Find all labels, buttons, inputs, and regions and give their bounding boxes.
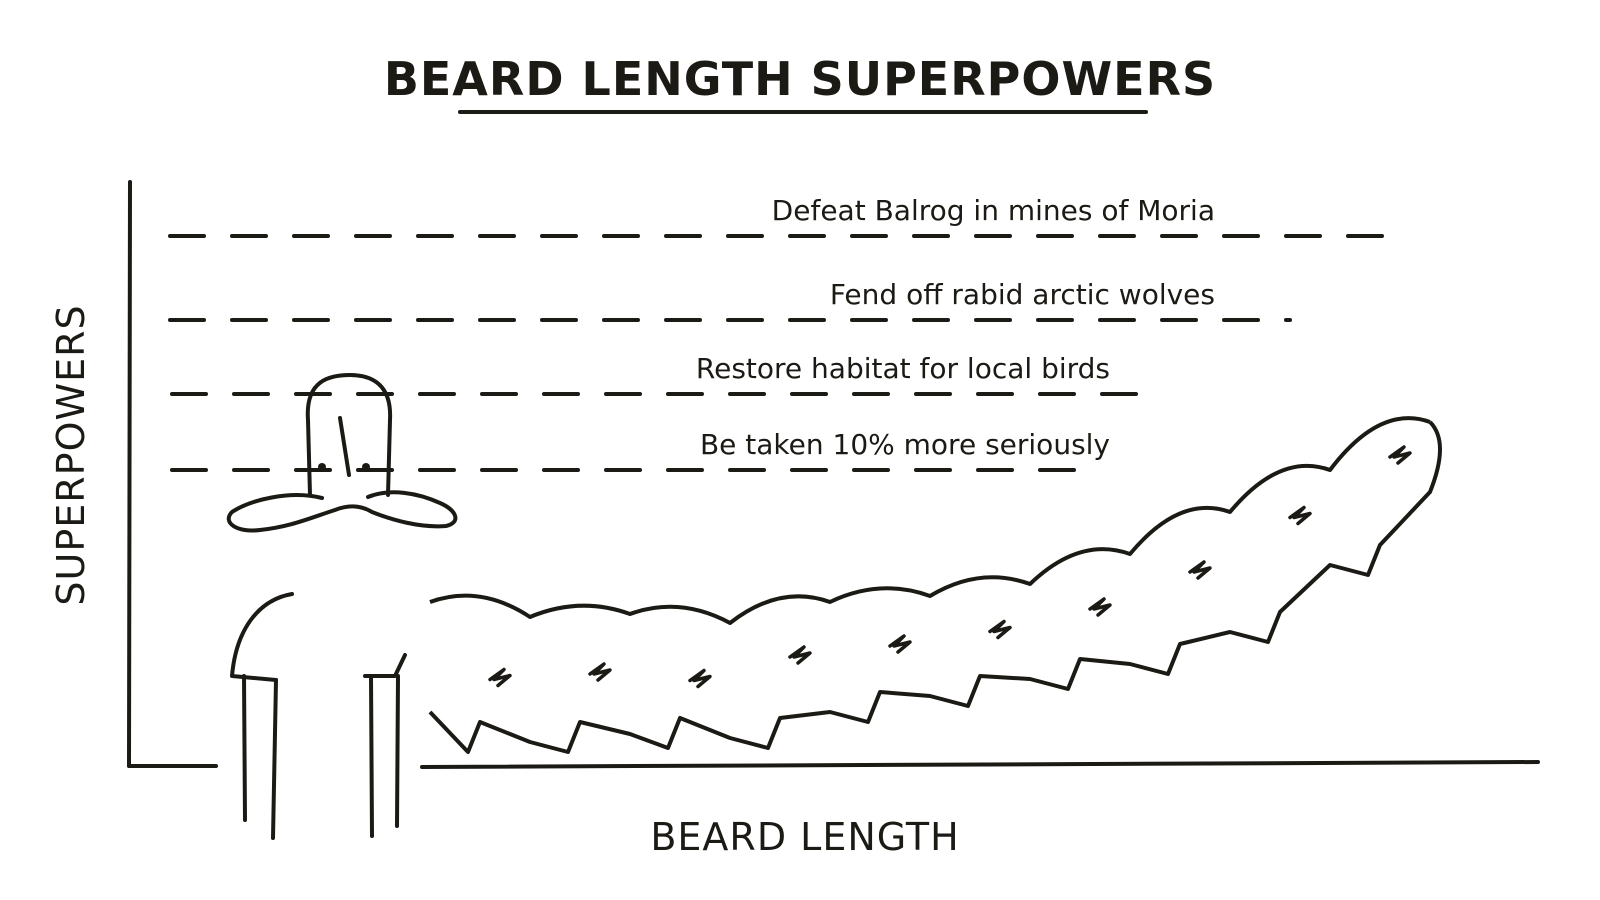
bearded-man-figure xyxy=(226,373,458,840)
beard-tuft-9 xyxy=(1288,505,1312,526)
right-leg xyxy=(395,674,400,828)
beard-tuft-2 xyxy=(588,662,612,682)
chart-title: BEARD LENGTH SUPERPOWERS xyxy=(384,52,1216,106)
beard-tuft-8 xyxy=(1188,560,1212,580)
level-label-2: Restore habitat for local birds xyxy=(696,352,1110,385)
x-axis-label: BEARD LENGTH xyxy=(650,815,959,859)
y-axis-line xyxy=(127,180,132,768)
head xyxy=(305,373,393,497)
level-label-4: Defeat Balrog in mines of Moria xyxy=(772,194,1215,227)
level-label-1: Be taken 10% more seriously xyxy=(700,428,1110,461)
torso xyxy=(230,592,407,682)
beard-tuft-3 xyxy=(688,668,712,689)
superpower-levels: Be taken 10% more seriously Restore habit… xyxy=(168,194,1412,472)
beard-tuft-5 xyxy=(888,634,912,654)
beard-lower-edge xyxy=(428,420,1442,754)
beard-tuft-6 xyxy=(988,619,1012,640)
beard-tuft-10 xyxy=(1388,445,1412,465)
beard-upper-edge xyxy=(429,416,1431,625)
axes xyxy=(127,180,1540,769)
x-axis-line-right xyxy=(420,760,1540,769)
beard-tuft-4 xyxy=(788,645,812,665)
beard-tuft-7 xyxy=(1088,597,1112,617)
beard-tuft-1 xyxy=(488,667,512,688)
right-leg-inner xyxy=(369,674,374,838)
y-axis-label: SUPERPOWERS xyxy=(49,304,93,605)
nose xyxy=(338,416,351,477)
left-leg xyxy=(242,674,247,822)
mustache xyxy=(226,490,458,533)
left-eye xyxy=(318,463,326,471)
left-leg-inner xyxy=(271,678,278,840)
beard-curve xyxy=(428,416,1442,754)
right-eye xyxy=(362,463,370,471)
level-label-3: Fend off rabid arctic wolves xyxy=(830,278,1215,311)
